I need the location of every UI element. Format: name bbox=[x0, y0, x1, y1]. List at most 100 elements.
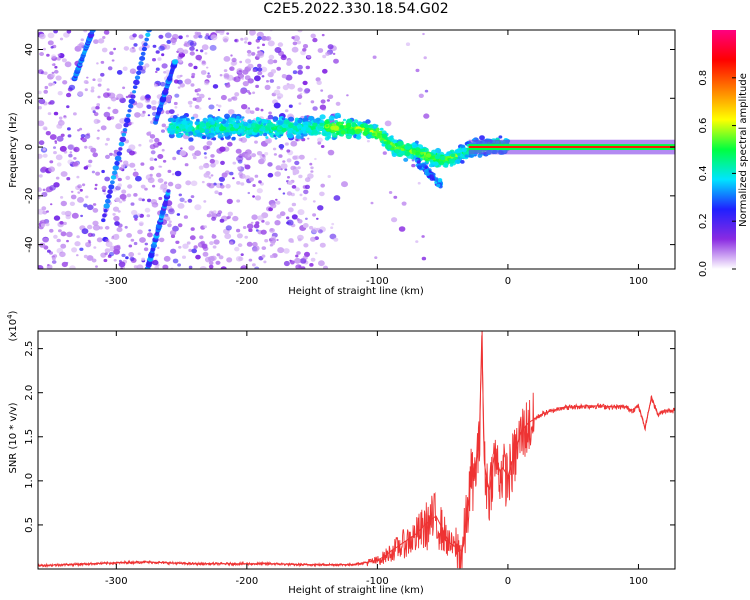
spectrogram-cell bbox=[326, 131, 332, 137]
spectrogram-cell bbox=[256, 31, 264, 38]
colorbar-gradient bbox=[712, 30, 736, 269]
spectrogram-cell bbox=[181, 120, 188, 126]
spectrogram-cell bbox=[437, 178, 443, 182]
spectrogram-cell bbox=[273, 102, 281, 109]
spectrogram-cell bbox=[227, 211, 233, 217]
spectrogram-cell bbox=[59, 119, 63, 122]
spectrogram-cell bbox=[316, 80, 322, 85]
spectrogram-cell bbox=[151, 202, 159, 208]
spectrogram-marks bbox=[38, 30, 675, 269]
spectrogram-cell bbox=[116, 93, 124, 100]
spectrogram-cell bbox=[59, 145, 67, 152]
spectrogram-cell bbox=[56, 162, 62, 167]
spectrogram-cell bbox=[345, 122, 352, 128]
spectrogram-cell bbox=[188, 62, 193, 67]
spectrogram-cell bbox=[133, 43, 138, 47]
spectrogram-cell bbox=[99, 226, 103, 230]
spectrogram-cell bbox=[353, 119, 359, 124]
spectrogram-cell bbox=[415, 151, 420, 156]
spectrogram-cell bbox=[39, 52, 44, 56]
spectrogram-cell bbox=[42, 126, 48, 131]
spectrogram-cell bbox=[307, 173, 314, 179]
spectrogram-cell bbox=[223, 74, 230, 80]
spectrogram-cell bbox=[405, 42, 411, 46]
spectrogram-cell bbox=[140, 69, 146, 74]
spectrogram-cell bbox=[66, 231, 73, 238]
spectrogram-cell bbox=[80, 214, 83, 218]
spectrogram-cell bbox=[209, 158, 215, 164]
spectrogram-cell bbox=[86, 76, 89, 79]
spectrogram-cell bbox=[150, 150, 156, 155]
spectrogram-cell bbox=[42, 47, 47, 51]
spectrogram-cell bbox=[415, 240, 419, 243]
spectrogram-cell bbox=[379, 127, 384, 131]
spectrogram-cell bbox=[362, 131, 369, 136]
spectrogram-cell bbox=[145, 174, 153, 181]
spectrogram-cell bbox=[59, 251, 66, 258]
spectrogram-cell bbox=[47, 249, 51, 253]
spectrogram-cell bbox=[261, 154, 265, 157]
spectrogram-cell bbox=[167, 169, 172, 173]
spectrogram-cell bbox=[155, 67, 160, 71]
spectrogram-cell bbox=[210, 34, 218, 41]
spectrogram-cell bbox=[305, 217, 308, 220]
spectrogram-cell bbox=[136, 65, 143, 71]
spectrogram-cell bbox=[101, 169, 105, 174]
spectrogram-cell bbox=[312, 106, 318, 111]
spectrogram-cell bbox=[198, 34, 203, 39]
spectrogram-cell bbox=[195, 54, 202, 61]
spectrogram-cell bbox=[178, 35, 183, 40]
spectrogram-cell bbox=[254, 195, 262, 201]
spectrogram-cell bbox=[327, 175, 331, 178]
spectrogram-cell bbox=[133, 214, 139, 219]
spectrogram-cell bbox=[117, 177, 122, 182]
spectrogram-cell bbox=[104, 252, 108, 256]
spectrogram-cell bbox=[58, 229, 62, 233]
spectrogram-cell bbox=[341, 181, 348, 188]
spectrogram-cell bbox=[306, 55, 311, 59]
spectrogram-cell bbox=[430, 155, 435, 160]
spectrogram-cell bbox=[94, 183, 98, 187]
spectrogram-cell bbox=[241, 104, 248, 110]
spectrogram-cell bbox=[318, 260, 325, 267]
spectrogram-cell bbox=[88, 145, 93, 150]
spectrogram-cell bbox=[166, 39, 172, 44]
spectrogram-cell bbox=[296, 124, 303, 129]
spectrogram-cell bbox=[244, 37, 249, 41]
spectrogram-cell bbox=[384, 120, 392, 127]
spectrogram-cell bbox=[93, 39, 99, 44]
spectrogram-cell bbox=[112, 170, 118, 175]
spectrogram-cell bbox=[201, 44, 209, 51]
spectrogram-cell bbox=[425, 171, 430, 176]
spectrogram-cell bbox=[60, 200, 67, 207]
spectrogram-cell bbox=[111, 59, 115, 62]
spectrogram-cell bbox=[229, 67, 233, 71]
spectrogram-cell bbox=[201, 180, 205, 184]
spectrogram-cell bbox=[335, 101, 341, 106]
spectrogram-cell bbox=[42, 148, 46, 151]
spectrogram-cell bbox=[217, 117, 224, 122]
spectrogram-cell bbox=[282, 160, 286, 163]
spectrogram-cell bbox=[312, 37, 318, 43]
spectrogram-cell bbox=[77, 191, 81, 194]
spectrogram-cell bbox=[341, 121, 345, 124]
spectrogram-cell bbox=[251, 52, 256, 56]
spectrogram-cell bbox=[290, 140, 298, 147]
spectrogram-cell bbox=[149, 157, 154, 161]
spectrogram-cell bbox=[312, 200, 316, 203]
spectrogram-cell bbox=[317, 205, 324, 211]
spectrogram-cell bbox=[97, 129, 100, 132]
spectrogram-cell bbox=[53, 111, 59, 116]
spectrogram-cell bbox=[123, 46, 130, 51]
spectrogram-cell bbox=[215, 260, 221, 265]
spectrogram-cell bbox=[330, 226, 334, 229]
spectrogram-cell bbox=[204, 156, 208, 159]
spectrogram-cell bbox=[307, 89, 311, 92]
spectrogram-cell bbox=[334, 112, 341, 119]
spectrogram-cell bbox=[140, 113, 146, 118]
spectrogram-cell bbox=[51, 63, 55, 66]
spectrogram-cell bbox=[103, 92, 110, 98]
spectrogram-cell bbox=[203, 225, 207, 229]
spectrogram-cell bbox=[127, 184, 133, 189]
spectrogram-cell bbox=[182, 49, 189, 54]
